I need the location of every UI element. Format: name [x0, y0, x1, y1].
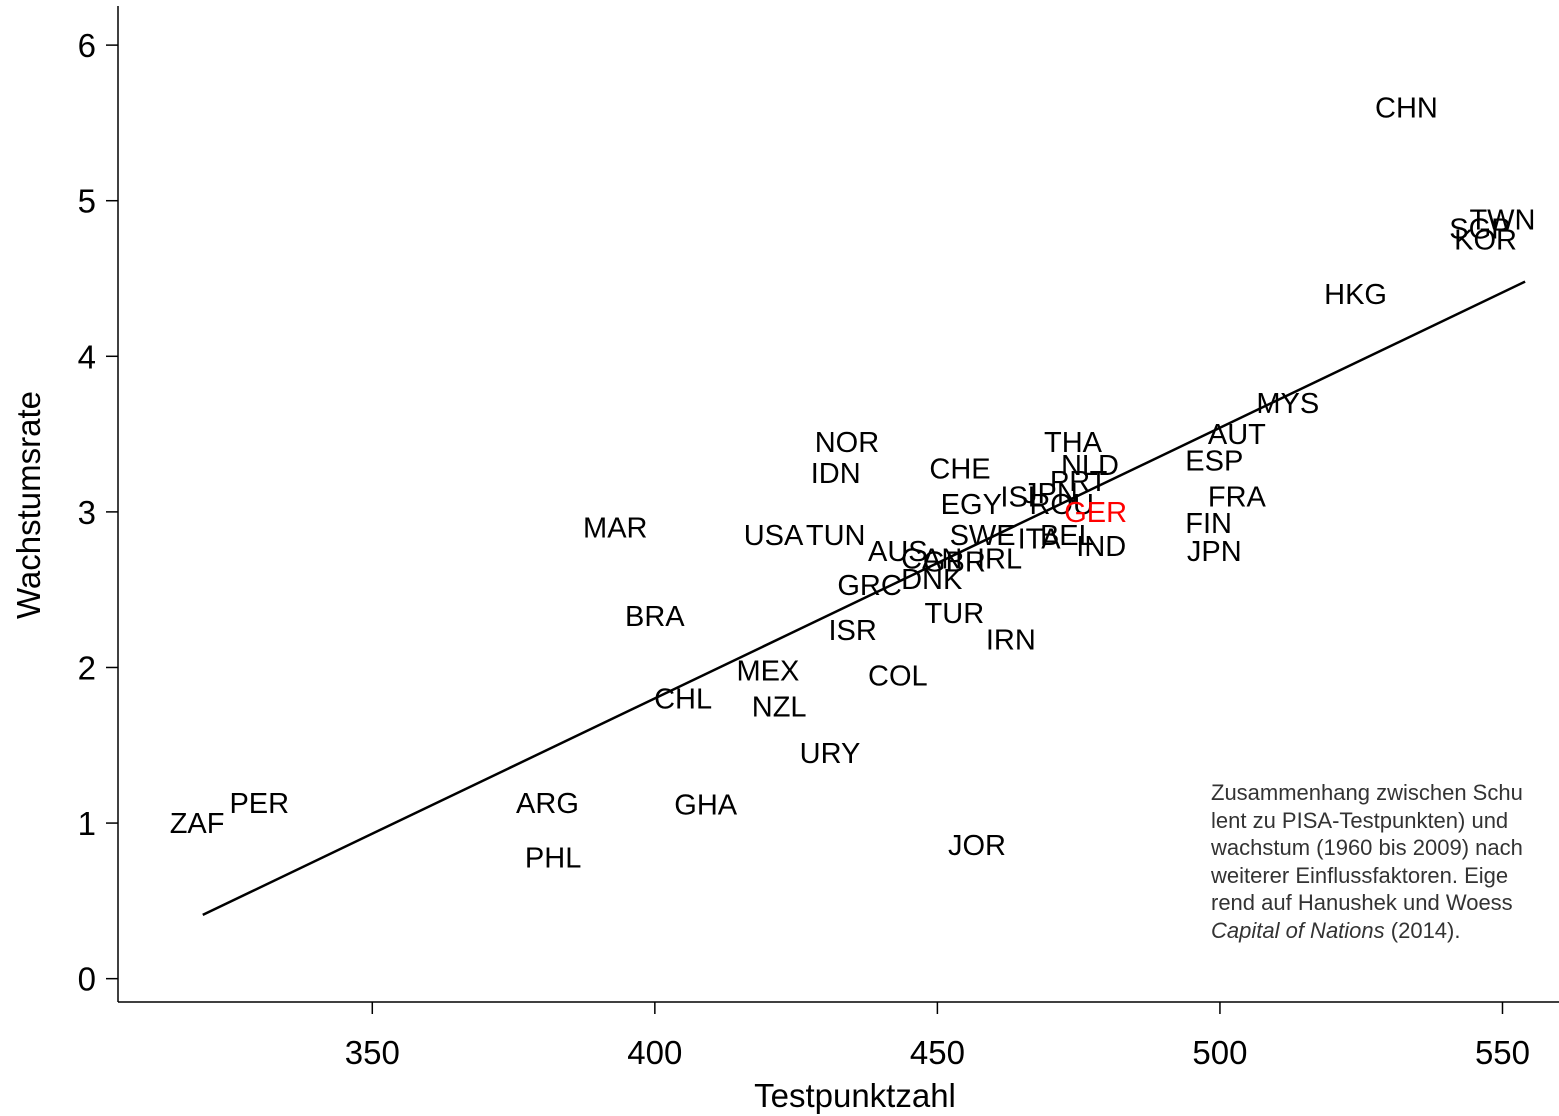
point-label-jpn: JPN [1187, 536, 1242, 568]
point-label-zaf: ZAF [170, 808, 225, 840]
annotation-line: Zusammenhang zwischen Schu [1211, 780, 1523, 805]
point-label-mar: MAR [583, 512, 647, 544]
point-label-gha: GHA [674, 789, 738, 821]
point-label-twn: TWN [1469, 204, 1535, 236]
point-label-fin: FIN [1185, 508, 1232, 540]
y-tick-label: 6 [78, 27, 96, 64]
y-tick-label: 5 [78, 183, 96, 220]
point-label-grc: GRC [837, 570, 901, 602]
point-label-swe: SWE [950, 520, 1016, 552]
ticks: 350 400 450 500 550 0 1 2 3 4 5 6 [78, 27, 1530, 1071]
point-label-mys: MYS [1256, 388, 1319, 420]
point-label-col: COL [868, 660, 928, 692]
point-label-chl: CHL [654, 684, 712, 716]
point-label-jor: JOR [948, 830, 1006, 862]
fit-line [202, 280, 1526, 916]
point-label-nld: NLD [1061, 450, 1119, 482]
annotation-note: Zusammenhang zwischen Schu lent zu PISA-… [1211, 779, 1559, 944]
point-label-per: PER [229, 788, 289, 820]
point-label-sgp: SGP [1449, 214, 1510, 246]
annotation-line: weiterer Einflussfaktoren. Eige [1211, 862, 1509, 888]
point-label-chn: CHN [1375, 92, 1438, 124]
point-label-kor: KOR [1454, 225, 1517, 257]
regression-line [202, 280, 1526, 916]
point-label-ury: URY [800, 738, 861, 770]
annotation-line-last: Capital of Nations (2014). [1211, 917, 1559, 945]
annotation-line: lent zu PISA-Testpunkten) und [1211, 807, 1509, 833]
point-label-hkg: HKG [1324, 279, 1387, 311]
point-label-ita: ITA [1018, 523, 1062, 555]
point-label-isl: ISL [1000, 481, 1044, 513]
y-tick-label: 2 [78, 649, 96, 686]
point-label-bra: BRA [625, 601, 685, 633]
point-label-nor: NOR [815, 427, 879, 459]
y-tick-label: 0 [78, 961, 96, 998]
point-label-gbr: GBR [923, 547, 986, 579]
point-label-irn: IRN [986, 624, 1036, 656]
point-label-aus: AUS [868, 536, 928, 568]
y-tick-label: 1 [78, 805, 96, 842]
point-label-usa: USA [744, 520, 804, 552]
y-tick-label: 3 [78, 494, 96, 531]
point-label-jpn: JPN [1023, 478, 1078, 510]
point-label-tha: THA [1044, 427, 1103, 459]
point-label-esp: ESP [1185, 446, 1243, 478]
point-label-idn: IDN [811, 458, 861, 490]
annotation-suffix: (2014). [1384, 917, 1461, 943]
point-label-can: CAN [901, 544, 962, 576]
x-tick-label: 350 [345, 1034, 400, 1071]
x-tick-label: 550 [1475, 1034, 1530, 1071]
point-label-nzl: NZL [752, 691, 807, 723]
point-label-che: CHE [929, 453, 990, 485]
point-label-tun: TUN [806, 520, 866, 552]
annotation-line: wachstum (1960 bis 2009) nach [1211, 835, 1523, 860]
point-label-bel: BEL [1040, 520, 1095, 552]
y-axis-label: Wachstumsrate [10, 391, 47, 619]
x-tick-label: 400 [627, 1034, 682, 1071]
point-label-fra: FRA [1208, 481, 1267, 513]
point-label-ger: GER [1064, 497, 1127, 529]
axes [117, 6, 1559, 1003]
point-label-arg: ARG [516, 788, 579, 820]
point-label-irl: IRL [977, 544, 1022, 576]
point-label-prt: PRT [1050, 466, 1108, 498]
point-label-egy: EGY [941, 489, 1002, 521]
x-axis-label: Testpunktzahl [754, 1077, 956, 1114]
point-label-aut: AUT [1208, 419, 1266, 451]
point-label-phl: PHL [525, 842, 581, 874]
point-label-tur: TUR [925, 598, 985, 630]
x-tick-label: 450 [910, 1034, 965, 1071]
point-label-rou: ROU [1029, 489, 1093, 521]
annotation-line: rend auf Hanushek und Woess [1211, 890, 1513, 915]
point-label-mex: MEX [736, 656, 799, 688]
point-label-ind: IND [1076, 531, 1126, 563]
y-tick-label: 4 [78, 338, 96, 375]
point-label-isr: ISR [828, 615, 876, 647]
annotation-italic: Capital of Nations [1211, 917, 1385, 943]
point-labels: CHNTWNSGPKORHKGMYSAUTESPTHANLDPRTJPNISLR… [170, 92, 1536, 874]
x-tick-label: 500 [1192, 1034, 1247, 1071]
point-label-dnk: DNK [901, 564, 963, 596]
